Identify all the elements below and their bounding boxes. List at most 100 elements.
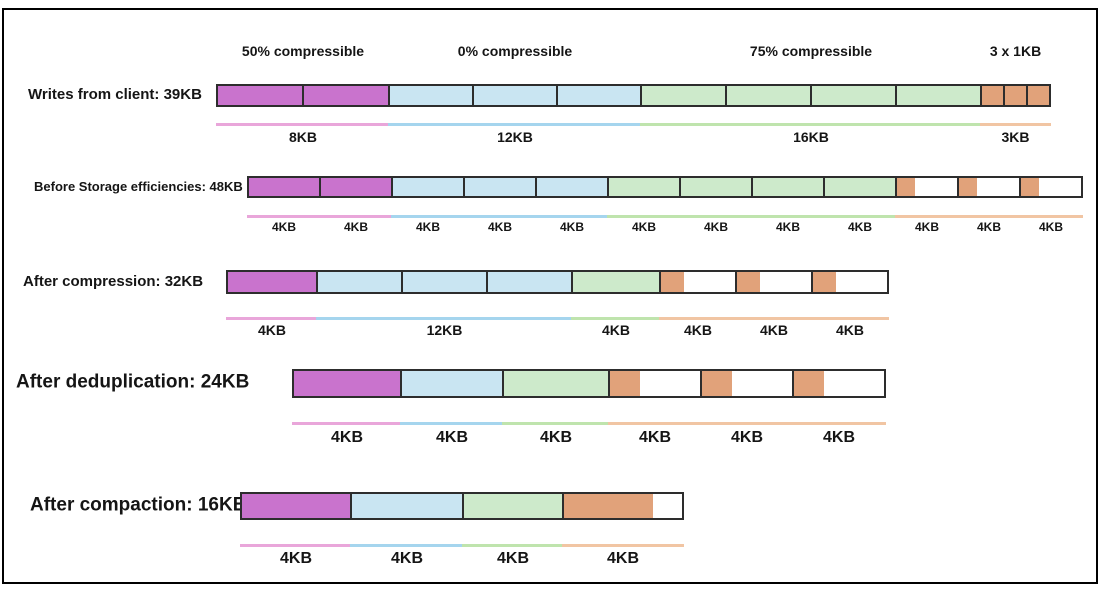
block-blue (391, 176, 465, 198)
block-green (502, 369, 610, 398)
underline-magenta (240, 544, 352, 547)
block-orange-segment (959, 178, 977, 196)
underline-magenta (292, 422, 402, 425)
block-orange-segment (794, 371, 824, 396)
size-label: 4KB (435, 429, 469, 446)
block-green (571, 270, 661, 294)
size-label: 4KB (914, 220, 940, 234)
size-label: 4KB (759, 322, 789, 338)
block-green (679, 176, 753, 198)
row-label: Before Storage efficiencies: 48KB (34, 178, 243, 194)
block-magenta (302, 84, 390, 107)
block-white (792, 369, 886, 398)
block-white (895, 176, 959, 198)
block-green (823, 176, 897, 198)
block-green (640, 84, 727, 107)
underline-blue (400, 422, 504, 425)
size-label: 4KB (703, 220, 729, 234)
row-label: After compaction: 16KB (30, 494, 247, 516)
underline-green (640, 123, 982, 126)
block-white (608, 369, 702, 398)
size-label: 4KB (1038, 220, 1064, 234)
block-blue (535, 176, 609, 198)
block-green (725, 84, 812, 107)
block-white (562, 492, 684, 520)
block-orange (1003, 84, 1028, 107)
block-magenta (247, 176, 321, 198)
row-label: After compression: 32KB (23, 272, 204, 290)
size-label: 4KB (559, 220, 585, 234)
size-label: 3KB (1001, 129, 1030, 145)
size-label: 4KB (847, 220, 873, 234)
block-green (810, 84, 897, 107)
block-magenta (292, 369, 402, 398)
underline-magenta (226, 317, 318, 320)
block-blue (472, 84, 558, 107)
underline-blue (316, 317, 573, 320)
block-blue (486, 270, 573, 294)
block-orange (980, 84, 1005, 107)
size-label: 4KB (271, 220, 297, 234)
size-label: 4KB (638, 429, 672, 446)
size-label: 4KB (606, 550, 640, 567)
block-magenta (216, 84, 304, 107)
underline-orange (895, 215, 1083, 218)
size-label: 4KB (835, 322, 865, 338)
size-label: 4KB (822, 429, 856, 446)
underline-blue (350, 544, 464, 547)
underline-green (571, 317, 661, 320)
size-label: 4KB (601, 322, 631, 338)
row-label: Writes from client: 39KB (28, 85, 202, 103)
block-blue (400, 369, 504, 398)
column-header: 0% compressible (457, 43, 573, 59)
block-white (659, 270, 737, 294)
block-blue (401, 270, 488, 294)
size-label: 4KB (279, 550, 313, 567)
block-orange-segment (897, 178, 915, 196)
underline-orange (659, 317, 889, 320)
size-label: 4KB (330, 429, 364, 446)
block-orange-segment (702, 371, 732, 396)
size-label: 4KB (496, 550, 530, 567)
underline-orange (980, 123, 1051, 126)
underline-magenta (247, 215, 393, 218)
block-blue (316, 270, 403, 294)
block-orange-segment (737, 272, 760, 292)
block-orange-segment (813, 272, 836, 292)
block-green (895, 84, 982, 107)
block-green (462, 492, 564, 520)
underline-green (607, 215, 897, 218)
block-orange-segment (564, 494, 653, 518)
column-header: 50% compressible (241, 43, 365, 59)
block-orange (1026, 84, 1051, 107)
block-orange-segment (1021, 178, 1039, 196)
size-label: 12KB (497, 129, 533, 145)
size-label: 4KB (415, 220, 441, 234)
underline-blue (388, 123, 642, 126)
block-white (1019, 176, 1083, 198)
size-label: 8KB (288, 129, 318, 145)
underline-green (462, 544, 564, 547)
block-green (751, 176, 825, 198)
column-header: 3 x 1KB (989, 43, 1042, 59)
size-label: 4KB (390, 550, 424, 567)
block-orange-segment (610, 371, 640, 396)
size-label: 4KB (683, 322, 713, 338)
block-blue (463, 176, 537, 198)
size-label: 4KB (539, 429, 573, 446)
block-white (957, 176, 1021, 198)
underline-orange (562, 544, 684, 547)
size-label: 12KB (426, 322, 463, 338)
row-label: After deduplication: 24KB (16, 371, 250, 393)
column-header: 75% compressible (749, 43, 873, 59)
size-label: 4KB (730, 429, 764, 446)
block-orange-segment (661, 272, 684, 292)
size-label: 16KB (793, 129, 829, 145)
size-label: 4KB (257, 322, 287, 338)
block-white (811, 270, 889, 294)
size-label: 4KB (343, 220, 369, 234)
block-blue (556, 84, 642, 107)
block-blue (388, 84, 474, 107)
block-blue (350, 492, 464, 520)
